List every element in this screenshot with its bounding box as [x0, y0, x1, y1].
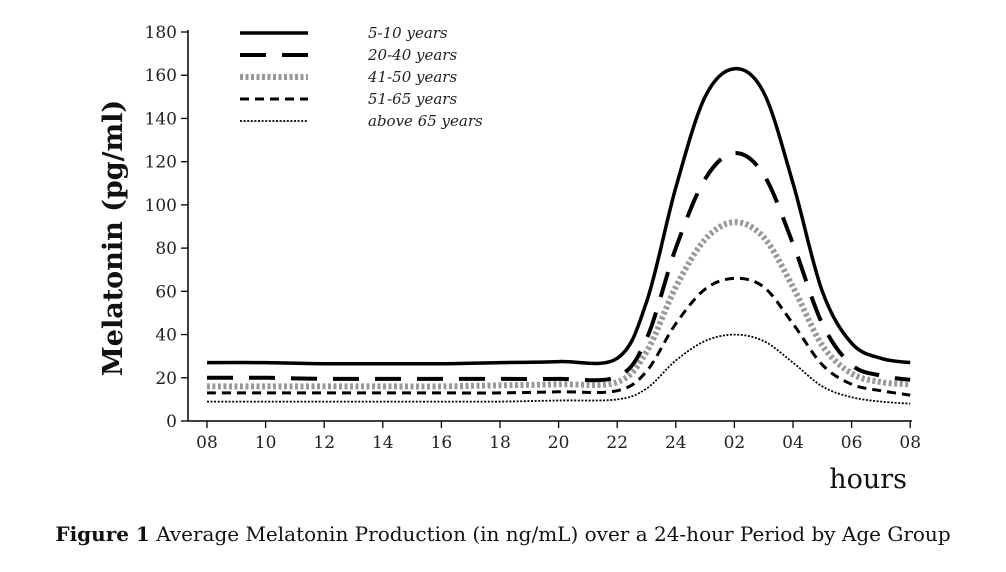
x-tick-label: 06 [841, 433, 863, 453]
series-lines [206, 66, 911, 405]
figure-caption-text: Average Melatonin Production (in ng/mL) … [149, 522, 951, 546]
y-tick-label: 100 [145, 196, 177, 216]
x-tick-label: 02 [724, 433, 746, 453]
x-axis-label: hours [829, 464, 907, 495]
figure-caption-label: Figure 1 [55, 522, 150, 546]
x-tick-label: 04 [782, 433, 804, 453]
x-tick-label: 08 [196, 433, 218, 453]
legend-label-5: above 65 years [368, 112, 483, 130]
legend-label-1: 5-10 years [368, 24, 448, 42]
x-tick-label: 10 [255, 433, 277, 453]
x-tick-label: 12 [313, 433, 335, 453]
legend: 5-10 years 20-40 years 41-50 years 51-65 ye… [240, 24, 483, 130]
series-line-3 [206, 219, 911, 390]
y-tick-label: 40 [155, 326, 177, 346]
legend-label-4: 51-65 years [368, 90, 457, 108]
x-tick-label: 20 [548, 433, 570, 453]
x-tick-label: 16 [431, 433, 453, 453]
series-line-2 [206, 150, 911, 383]
x-tick-label: 08 [899, 433, 921, 453]
y-axis-label: Melatonin (pg/ml) [98, 100, 129, 376]
figure-caption: Figure 1 Average Melatonin Production (i… [0, 522, 1006, 546]
y-tick-label: 180 [145, 23, 177, 43]
series-line-1 [206, 66, 911, 366]
x-tick-label: 22 [606, 433, 628, 453]
series-line-5 [206, 333, 911, 405]
x-tick-label: 14 [372, 433, 394, 453]
y-tick-label: 120 [145, 153, 177, 173]
y-tick-label: 20 [155, 369, 177, 389]
x-tick-label: 18 [489, 433, 511, 453]
legend-label-3: 41-50 years [367, 68, 457, 86]
y-tick-label: 60 [155, 282, 177, 302]
x-tick-label: 24 [665, 433, 687, 453]
y-tick-label: 80 [155, 239, 177, 259]
series-line-4 [206, 276, 911, 397]
y-tick-label: 0 [166, 412, 177, 432]
axes [187, 30, 912, 422]
y-tick-label: 140 [145, 109, 177, 129]
y-tick-label: 160 [145, 66, 177, 86]
legend-label-2: 20-40 years [367, 46, 457, 64]
